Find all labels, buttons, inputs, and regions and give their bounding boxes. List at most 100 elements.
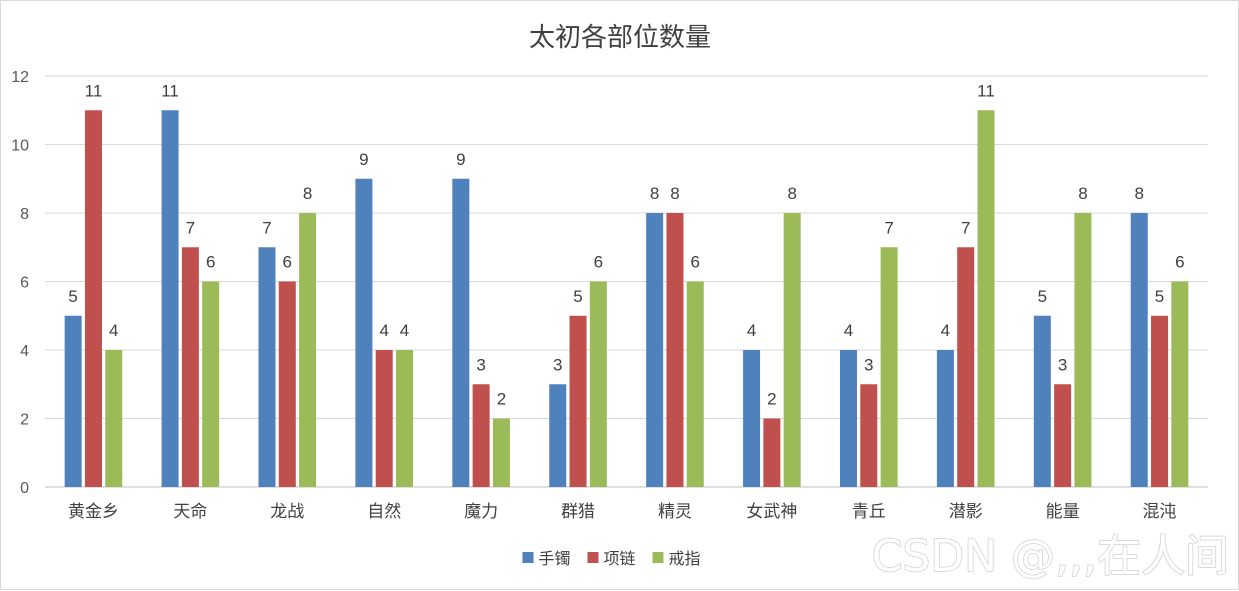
bar xyxy=(84,110,102,487)
data-label: 5 xyxy=(1155,287,1164,306)
bar xyxy=(743,350,761,487)
bar xyxy=(64,315,82,487)
bar xyxy=(977,110,995,487)
data-label: 3 xyxy=(864,355,873,374)
bar xyxy=(452,178,470,487)
legend-swatch xyxy=(587,552,599,563)
data-label: 11 xyxy=(85,81,103,100)
bars xyxy=(64,110,1189,487)
bar xyxy=(278,281,296,487)
x-axis-categories: 黄金乡 天命 龙战 自然 魔力 群猎 精灵 女武神 青丘 潜影 能量 混沌 xyxy=(68,502,1177,522)
data-label: 3 xyxy=(476,355,485,374)
data-label: 8 xyxy=(670,184,679,203)
data-label: 11 xyxy=(161,81,179,100)
x-category-label: 魔力 xyxy=(464,502,498,522)
bar xyxy=(1054,384,1072,487)
data-label: 4 xyxy=(941,321,950,340)
chart-title: 太初各部位数量 xyxy=(529,23,711,53)
x-category-label: 天命 xyxy=(173,502,207,522)
watermark-text: CSDN @,,,在人间 xyxy=(872,531,1229,582)
data-label: 8 xyxy=(303,184,312,203)
legend-label: 项链 xyxy=(604,549,636,568)
x-category-label: 能量 xyxy=(1046,502,1080,522)
bar xyxy=(686,281,704,487)
x-category-label: 潜影 xyxy=(949,502,983,522)
y-tick-label: 12 xyxy=(11,69,29,86)
bar xyxy=(1171,281,1189,487)
y-tick-label: 2 xyxy=(20,412,29,429)
x-category-label: 青丘 xyxy=(852,502,886,522)
bar xyxy=(396,350,414,487)
data-label: 6 xyxy=(1175,253,1184,272)
data-label: 6 xyxy=(283,253,292,272)
bar xyxy=(569,315,587,487)
bar xyxy=(1033,315,1051,487)
bar xyxy=(492,418,510,487)
bar xyxy=(957,247,975,487)
data-label: 9 xyxy=(456,150,465,169)
data-label: 11 xyxy=(977,81,995,100)
data-label: 5 xyxy=(573,287,582,306)
data-label: 5 xyxy=(1038,287,1047,306)
data-label: 3 xyxy=(553,355,562,374)
bar xyxy=(880,247,898,487)
bar xyxy=(258,247,276,487)
data-label: 4 xyxy=(747,321,756,340)
y-tick-label: 0 xyxy=(20,480,29,497)
data-label: 5 xyxy=(68,287,77,306)
bar xyxy=(589,281,607,487)
data-label: 4 xyxy=(844,321,853,340)
data-label: 7 xyxy=(186,218,195,237)
legend-swatch xyxy=(522,552,534,563)
data-label: 9 xyxy=(359,150,368,169)
bar xyxy=(763,418,781,487)
data-label: 3 xyxy=(1058,355,1067,374)
legend-swatch xyxy=(652,552,664,563)
bar xyxy=(299,213,317,487)
data-label: 7 xyxy=(262,218,271,237)
data-label: 2 xyxy=(497,390,506,409)
bar xyxy=(375,350,393,487)
bar xyxy=(936,350,954,487)
y-tick-label: 4 xyxy=(20,343,29,360)
bar xyxy=(355,178,373,487)
bar xyxy=(1130,213,1148,487)
data-label: 7 xyxy=(961,218,970,237)
data-label: 4 xyxy=(400,321,409,340)
bar xyxy=(666,213,684,487)
bar xyxy=(161,110,179,487)
y-tick-label: 6 xyxy=(20,275,29,292)
legend-label: 戒指 xyxy=(669,549,701,568)
data-label: 8 xyxy=(1078,184,1087,203)
gridlines xyxy=(45,75,1208,488)
bar xyxy=(105,350,123,487)
data-label: 8 xyxy=(787,184,796,203)
data-label: 4 xyxy=(379,321,388,340)
x-category-label: 混沌 xyxy=(1143,502,1177,522)
x-category-label: 群猎 xyxy=(561,502,595,522)
bar xyxy=(1074,213,1092,487)
data-label: 6 xyxy=(691,253,700,272)
bar xyxy=(860,384,878,487)
bar xyxy=(839,350,857,487)
data-label: 2 xyxy=(767,390,776,409)
bar xyxy=(202,281,220,487)
data-label: 6 xyxy=(206,253,215,272)
data-label: 8 xyxy=(1135,184,1144,203)
bar xyxy=(1151,315,1169,487)
legend: 手镯 项链 戒指 xyxy=(522,549,701,568)
bar xyxy=(181,247,199,487)
bar xyxy=(549,384,567,487)
x-category-label: 女武神 xyxy=(746,502,797,522)
legend-label: 手镯 xyxy=(539,549,571,568)
x-category-label: 自然 xyxy=(367,502,401,522)
bar xyxy=(783,213,801,487)
y-tick-label: 8 xyxy=(20,206,29,223)
x-category-label: 黄金乡 xyxy=(68,502,119,522)
data-label: 7 xyxy=(884,218,893,237)
x-category-label: 龙战 xyxy=(270,502,304,522)
data-label: 4 xyxy=(109,321,118,340)
